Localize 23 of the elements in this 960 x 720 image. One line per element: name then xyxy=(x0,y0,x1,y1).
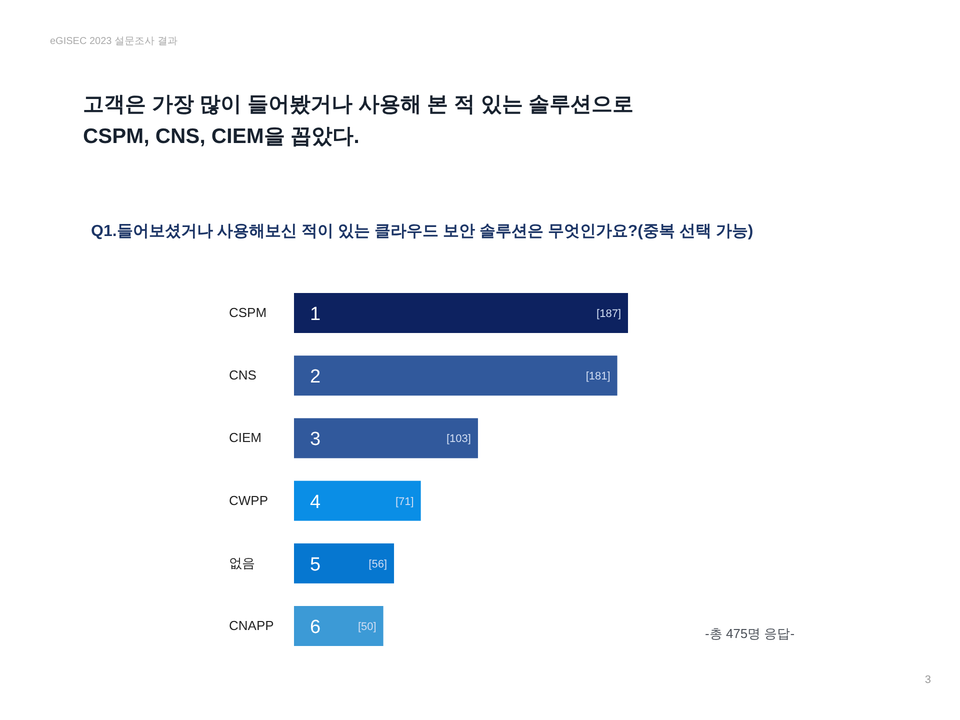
value-label: [56] xyxy=(368,558,388,570)
rank-label: 5 xyxy=(310,554,321,576)
category-label: CSPM xyxy=(229,305,267,320)
rank-label: 3 xyxy=(310,429,321,450)
annotation: eGISEC 2023 설문조사 결과 xyxy=(50,36,178,47)
category-label: CNS xyxy=(229,368,256,383)
rank-label: 2 xyxy=(310,366,321,388)
value-label: [71] xyxy=(395,496,414,508)
rank-label: 1 xyxy=(310,304,321,325)
title: 고객은 가장 많이 들어봤거나 사용해 본 적 있는 솔루션으로 CSPM, CNS, CIEM을 꼽았다. xyxy=(83,93,634,148)
rank-label: 4 xyxy=(310,492,321,513)
value-label: [103] xyxy=(446,433,471,446)
annotation: -총 475명 응답- xyxy=(705,626,795,641)
value-label: [50] xyxy=(358,621,376,633)
category-label: CIEM xyxy=(229,430,262,446)
category-label: 없음 xyxy=(229,555,255,570)
rank-label: 6 xyxy=(310,617,321,638)
category-label: CWPP xyxy=(229,492,268,508)
category-label: CNAPP xyxy=(229,618,274,633)
value-label: [181] xyxy=(586,370,610,383)
subtitle: Q1.들어보셨거나 사용해보신 적이 있는 클라우드 보안 솔루션은 무엇인가요?(중복 선택 가능) xyxy=(91,223,754,240)
value-label: [187] xyxy=(596,308,621,320)
annotation: 3 xyxy=(924,674,931,686)
